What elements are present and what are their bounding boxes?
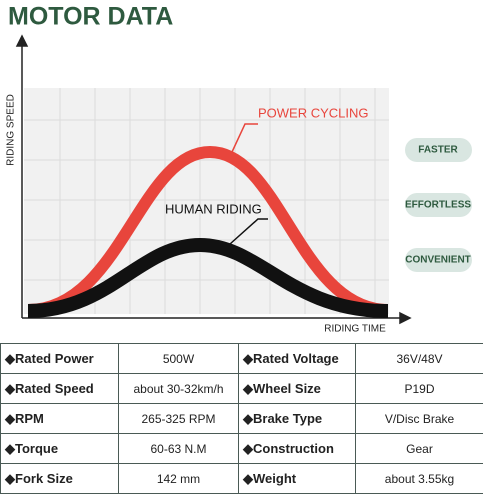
spec-value: 500W <box>118 343 239 374</box>
spec-label: ◆RPM <box>0 403 119 434</box>
spec-value: V/Disc Brake <box>355 403 483 434</box>
badge-bg <box>405 193 472 217</box>
spec-label: ◆Rated Power <box>0 343 119 374</box>
human-label: HUMAN RIDING <box>165 201 262 216</box>
table-row: ◆Fork Size 142 mm ◆Weight about 3.55kg <box>0 463 483 494</box>
spec-value: 265-325 RPM <box>118 403 239 434</box>
spec-value: Gear <box>355 433 483 464</box>
spec-value: about 3.55kg <box>355 463 483 494</box>
spec-label: ◆Rated Voltage <box>238 343 356 374</box>
spec-table: ◆Rated Power 500W ◆Rated Voltage 36V/48V ◆Ra… <box>0 343 483 494</box>
y-axis-label: RIDING SPEED <box>6 94 17 166</box>
spec-label: ◆Brake Type <box>238 403 356 434</box>
axes <box>15 34 412 325</box>
grid <box>24 88 389 314</box>
power-label: POWER CYCLING <box>258 105 369 120</box>
badge: EFFORTLESS <box>405 200 471 211</box>
spec-value: 142 mm <box>118 463 239 494</box>
spec-value: 36V/48V <box>355 343 483 374</box>
title: MOTOR DATA <box>8 3 173 31</box>
table-row: ◆Torque 60-63 N.M ◆Construction Gear <box>0 433 483 464</box>
spec-label: ◆Weight <box>238 463 356 494</box>
x-axis-label: RIDING TIME <box>324 324 386 335</box>
graphic: MOTOR DATA RIDING SPEED RIDING TIME POWE… <box>6 3 472 335</box>
badge: FASTER <box>418 145 458 156</box>
human-curve <box>27 237 389 318</box>
spec-value: P19D <box>355 373 483 404</box>
table-row: ◆RPM 265-325 RPM ◆Brake Type V/Disc Brake <box>0 403 483 434</box>
human-pointer <box>229 218 268 245</box>
badge-bg <box>405 138 472 162</box>
spec-label: ◆Fork Size <box>0 463 119 494</box>
badge: CONVENIENT <box>405 255 471 266</box>
spec-label: ◆Torque <box>0 433 119 464</box>
spec-label: ◆Rated Speed <box>0 373 119 404</box>
spec-label: ◆Wheel Size <box>238 373 356 404</box>
badge-bg <box>405 248 472 272</box>
power-curve <box>27 145 389 316</box>
spec-value: 60-63 N.M <box>118 433 239 464</box>
power-pointer <box>231 123 258 153</box>
table-row: ◆Rated Speed about 30-32km/h ◆Wheel Size P1… <box>0 373 483 404</box>
spec-value: about 30-32km/h <box>118 373 239 404</box>
spec-label: ◆Construction <box>238 433 356 464</box>
table-body: ◆Rated Power 500W ◆Rated Voltage 36V/48V ◆Ra… <box>0 343 483 494</box>
table-row: ◆Rated Power 500W ◆Rated Voltage 36V/48V <box>0 343 483 374</box>
